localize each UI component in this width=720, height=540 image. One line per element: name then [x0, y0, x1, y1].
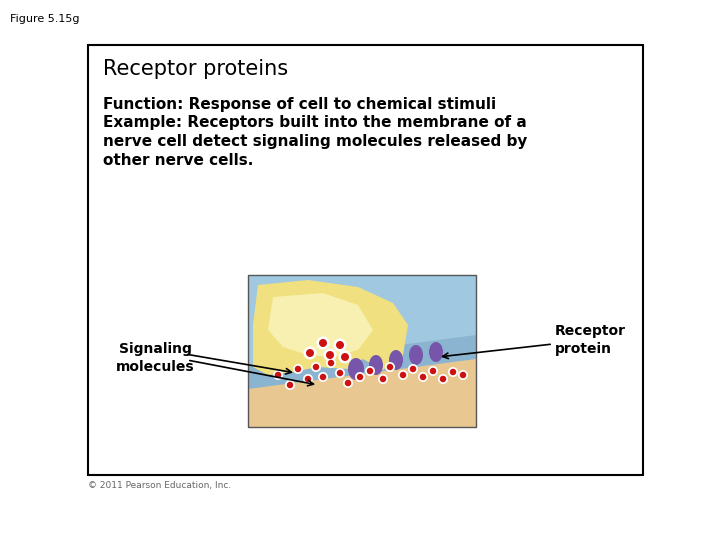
Text: Figure 5.15g: Figure 5.15g — [10, 14, 79, 24]
Ellipse shape — [343, 378, 353, 388]
Ellipse shape — [440, 376, 446, 382]
Text: Receptor proteins: Receptor proteins — [103, 59, 288, 79]
Ellipse shape — [323, 348, 336, 361]
Ellipse shape — [326, 351, 334, 359]
Polygon shape — [248, 355, 476, 427]
Ellipse shape — [305, 376, 311, 382]
Ellipse shape — [398, 370, 408, 380]
Ellipse shape — [303, 374, 313, 384]
Ellipse shape — [378, 374, 388, 384]
Ellipse shape — [389, 350, 403, 370]
Ellipse shape — [348, 358, 364, 380]
Ellipse shape — [428, 366, 438, 376]
Text: Receptor
protein: Receptor protein — [555, 325, 626, 356]
Polygon shape — [268, 293, 373, 357]
Ellipse shape — [409, 345, 423, 365]
Ellipse shape — [450, 369, 456, 375]
Ellipse shape — [320, 374, 326, 380]
Ellipse shape — [273, 370, 283, 380]
Ellipse shape — [311, 362, 321, 372]
Ellipse shape — [418, 372, 428, 382]
Ellipse shape — [285, 380, 295, 390]
Ellipse shape — [379, 376, 386, 382]
Ellipse shape — [328, 360, 334, 366]
Ellipse shape — [335, 368, 345, 378]
Ellipse shape — [420, 374, 426, 380]
Ellipse shape — [306, 349, 314, 357]
Ellipse shape — [400, 372, 406, 378]
Ellipse shape — [294, 366, 301, 372]
Polygon shape — [253, 280, 408, 375]
Ellipse shape — [337, 370, 343, 376]
Ellipse shape — [318, 372, 328, 382]
Ellipse shape — [365, 366, 375, 376]
Ellipse shape — [341, 353, 349, 361]
Polygon shape — [248, 335, 476, 389]
Ellipse shape — [317, 336, 330, 349]
Ellipse shape — [460, 372, 467, 378]
Ellipse shape — [356, 374, 364, 380]
Ellipse shape — [319, 339, 327, 347]
Ellipse shape — [345, 380, 351, 386]
Ellipse shape — [410, 366, 416, 372]
Bar — [248, 275, 476, 427]
Ellipse shape — [408, 364, 418, 374]
Text: Example: Receptors built into the membrane of a
nerve cell detect signaling mole: Example: Receptors built into the membra… — [103, 115, 527, 168]
Ellipse shape — [458, 370, 468, 380]
Ellipse shape — [333, 339, 346, 352]
Ellipse shape — [312, 364, 319, 370]
Ellipse shape — [326, 358, 336, 368]
Ellipse shape — [430, 368, 436, 374]
Ellipse shape — [448, 367, 458, 377]
Ellipse shape — [438, 374, 448, 384]
Ellipse shape — [355, 372, 365, 382]
Ellipse shape — [287, 382, 293, 388]
Ellipse shape — [429, 342, 443, 362]
Ellipse shape — [304, 347, 317, 360]
Bar — [248, 275, 476, 427]
Text: Signaling
molecules: Signaling molecules — [116, 342, 194, 374]
Ellipse shape — [338, 350, 351, 363]
Text: Function: Response of cell to chemical stimuli: Function: Response of cell to chemical s… — [103, 97, 496, 112]
Ellipse shape — [336, 341, 344, 349]
Ellipse shape — [293, 364, 303, 374]
Ellipse shape — [366, 368, 373, 374]
Ellipse shape — [385, 362, 395, 372]
Ellipse shape — [275, 372, 282, 378]
Text: © 2011 Pearson Education, Inc.: © 2011 Pearson Education, Inc. — [88, 481, 231, 490]
Bar — [88, 45, 643, 475]
Ellipse shape — [387, 364, 393, 370]
Ellipse shape — [369, 355, 383, 375]
